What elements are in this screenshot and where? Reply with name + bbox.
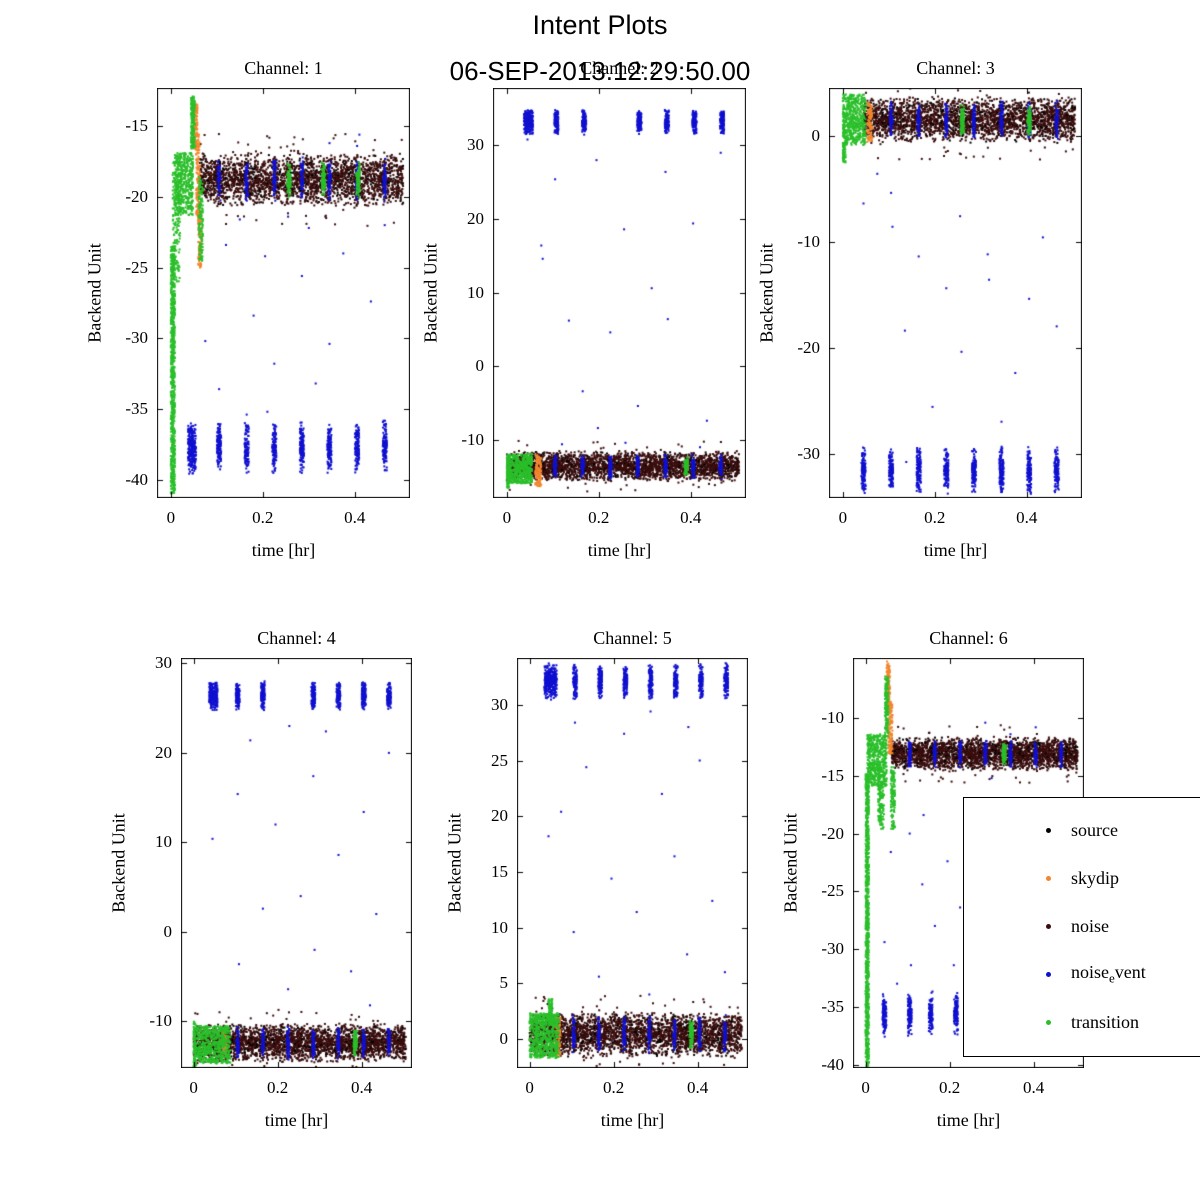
x-tick-label: 0.2 [588, 508, 610, 527]
x-tick-label: 0.4 [350, 1078, 373, 1097]
x-tick-label: 0.4 [686, 1078, 709, 1097]
x-axis-label: time [hr] [251, 540, 316, 560]
x-tick-label: 0 [189, 1078, 198, 1097]
y-tick-label: -40 [125, 469, 148, 489]
legend-entry-noise-event: noiseevent [964, 950, 1200, 998]
x-tick-label: 0 [502, 508, 512, 527]
y-tick-label: -35 [125, 398, 148, 418]
y-tick-label: 0 [475, 356, 485, 376]
subplot-title: Channel: 5 [593, 628, 672, 648]
x-tick-label: 0.4 [1016, 508, 1038, 527]
legend-label: skydip [1071, 867, 1120, 888]
x-tick-label: 0.4 [680, 508, 702, 527]
legend: source skydip noise noiseevent transition [963, 797, 1200, 1057]
y-tick-label: 25 [491, 750, 508, 770]
y-axis-label: Backend Unit [780, 813, 801, 913]
subplot-channel-2: Channel: 2 Backend Unit time [hr] 0 0.2 0.… [421, 58, 746, 560]
subplot-title: Channel: 2 [580, 58, 659, 78]
x-tick-label: 0 [838, 508, 848, 527]
legend-label: source [1071, 819, 1118, 840]
y-tick-label: 10 [155, 832, 172, 852]
y-axis-label: Backend Unit [108, 813, 129, 913]
subplot-channel-3: Channel: 3 Backend Unit time [hr] 0 0.2 0.… [757, 58, 1082, 560]
x-axis-label: time [hr] [587, 540, 652, 560]
x-tick-label: 0 [166, 508, 176, 527]
y-tick-label: -20 [125, 186, 148, 206]
y-tick-label: 15 [491, 861, 508, 881]
y-tick-label: -30 [821, 939, 844, 959]
y-tick-label: -10 [461, 429, 484, 449]
subplot-channel-4: Channel: 4 Backend Unit time [hr] 0 0.2 0.… [109, 628, 412, 1130]
legend-label: transition [1071, 1011, 1139, 1032]
legend-entry-transition: transition [964, 998, 1200, 1046]
y-tick-label: -25 [125, 257, 148, 277]
subplot-title: Channel: 3 [916, 58, 995, 78]
x-axis-label: time [hr] [923, 540, 988, 560]
y-tick-label: 5 [499, 973, 509, 993]
y-tick-label: -25 [821, 881, 844, 901]
figure-subtitle: 06-SEP-2013.12:29:50.00 [449, 56, 751, 86]
y-tick-label: 30 [491, 694, 508, 714]
x-tick-label: 0.2 [602, 1078, 625, 1097]
source-marker-icon [1046, 827, 1051, 833]
y-tick-label: -20 [821, 823, 844, 843]
y-tick-label: -10 [797, 231, 820, 251]
y-tick-label: -15 [125, 116, 148, 136]
subplot-title: Channel: 1 [244, 58, 323, 78]
y-tick-label: -30 [125, 328, 148, 348]
transition-marker-icon [1046, 1019, 1051, 1025]
x-tick-label: 0 [525, 1078, 534, 1097]
x-tick-label: 0.4 [1022, 1078, 1045, 1097]
skydip-marker-icon [1046, 875, 1051, 881]
y-tick-label: 20 [467, 209, 484, 229]
y-axis-label: Backend Unit [420, 243, 441, 343]
legend-entry-source: source [964, 806, 1200, 854]
x-tick-label: 0.2 [938, 1078, 961, 1097]
subplot-channel-5: Channel: 5 Backend Unit time [hr] 0 0.2 0.… [445, 628, 748, 1130]
plot-area-channel-2 [493, 88, 746, 498]
x-tick-label: 0.2 [924, 508, 946, 527]
noise-event-marker-icon [1046, 971, 1051, 977]
x-axis-label: time [hr] [936, 1110, 1001, 1130]
plot-area-channel-4 [181, 658, 412, 1068]
y-tick-label: 20 [155, 742, 172, 762]
y-tick-label: 20 [491, 806, 508, 826]
y-tick-label: -30 [797, 443, 820, 463]
plot-area-channel-5 [517, 658, 748, 1068]
plot-area-channel-3 [829, 88, 1082, 498]
legend-entry-noise: noise [964, 902, 1200, 950]
x-tick-label: 0.2 [252, 508, 274, 527]
y-tick-label: -10 [821, 708, 844, 728]
plot-area-channel-1 [157, 88, 410, 498]
y-tick-label: -15 [821, 765, 844, 785]
y-tick-label: 0 [811, 125, 821, 145]
legend-entry-skydip: skydip [964, 854, 1200, 902]
subplot-title: Channel: 6 [929, 628, 1008, 648]
subplot-channel-1: Channel: 1 Backend Unit time [hr] 0 0.2 0.… [85, 58, 410, 560]
legend-label: noise [1071, 915, 1109, 936]
figure-title: Intent Plots [532, 10, 668, 40]
y-tick-label: 30 [155, 653, 172, 673]
y-axis-label: Backend Unit [84, 243, 105, 343]
y-axis-label: Backend Unit [444, 813, 465, 913]
subplot-title: Channel: 4 [257, 628, 336, 648]
legend-label: noiseevent [1071, 961, 1146, 986]
y-axis-label: Backend Unit [756, 243, 777, 343]
y-tick-label: 30 [467, 135, 484, 155]
y-tick-label: 0 [163, 921, 173, 941]
y-tick-label: -40 [821, 1054, 844, 1074]
x-axis-label: time [hr] [600, 1110, 665, 1130]
noise-marker-icon [1046, 923, 1051, 929]
y-tick-label: 0 [499, 1029, 509, 1049]
y-tick-label: -20 [797, 337, 820, 357]
x-tick-label: 0.4 [344, 508, 366, 527]
y-tick-label: -10 [149, 1011, 172, 1031]
x-tick-label: 0 [861, 1078, 870, 1097]
x-tick-label: 0.2 [266, 1078, 289, 1097]
x-axis-label: time [hr] [264, 1110, 329, 1130]
y-tick-label: 10 [467, 282, 484, 302]
y-tick-label: -35 [821, 996, 844, 1016]
y-tick-label: 10 [491, 917, 508, 937]
